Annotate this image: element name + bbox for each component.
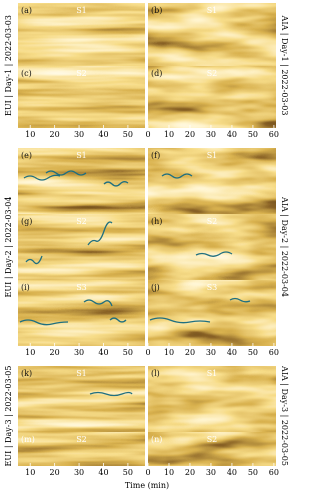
x-tick-label: 10: [25, 348, 35, 357]
x-tick-label: 20: [185, 130, 195, 139]
panel-label: (i): [21, 283, 30, 292]
tracked-feature: [25, 255, 43, 265]
panel-image: [147, 65, 277, 129]
slit-label: S2: [76, 69, 87, 78]
panel-label: (a): [21, 6, 32, 15]
panel-image: [17, 2, 146, 67]
panel-image: [147, 365, 277, 433]
panel-label: (l): [151, 369, 160, 378]
x-tick-label: 40: [227, 468, 237, 477]
tracked-feature: [89, 391, 133, 397]
x-tick-label: 30: [206, 468, 216, 477]
slit-label: S2: [207, 69, 218, 78]
panel-image: [147, 2, 277, 67]
panel-label: (h): [151, 217, 162, 226]
slit-label: S2: [207, 435, 218, 444]
x-tick-label: 10: [164, 348, 174, 357]
x-tick-label: 30: [74, 468, 84, 477]
panel-label: (j): [151, 283, 160, 292]
slit-label: S3: [207, 283, 218, 292]
x-tick-label: 20: [185, 468, 195, 477]
panel-image: [17, 65, 146, 129]
x-tick-label: 50: [248, 130, 258, 139]
tracked-feature: [149, 317, 211, 324]
slit-label: S1: [76, 6, 87, 15]
x-tick-label: 50: [248, 468, 258, 477]
panel-image: [147, 431, 277, 467]
slit-label: S2: [76, 435, 87, 444]
tracked-feature: [87, 221, 113, 246]
panel-label: (c): [21, 69, 32, 78]
panel-label: (g): [21, 217, 32, 226]
x-tick-label: 40: [227, 348, 237, 357]
x-tick-label: 20: [50, 130, 60, 139]
x-tick-label: 10: [164, 468, 174, 477]
x-tick-label: 60: [269, 468, 279, 477]
x-tick-label: 30: [206, 130, 216, 139]
tracked-feature: [23, 174, 61, 181]
panel-image: [17, 431, 146, 467]
panel-label: (d): [151, 69, 162, 78]
panel-image: [17, 279, 146, 347]
slit-label: S3: [76, 283, 87, 292]
panel-label: (b): [151, 6, 162, 15]
x-tick-label: 30: [74, 348, 84, 357]
tracked-feature: [195, 251, 233, 257]
figure: EUI | Day-1 | 2022-03-03 AIA | Day-1 | 20…: [4, 2, 289, 490]
panel-label: (m): [21, 435, 35, 444]
x-tick-label: 40: [98, 348, 108, 357]
panel-label: (n): [151, 435, 162, 444]
panel-image: [17, 365, 146, 433]
x-tick-label: 0: [145, 468, 150, 477]
x-tick-label: 20: [50, 348, 60, 357]
slit-label: S2: [76, 217, 87, 226]
slit-label: S1: [76, 151, 87, 160]
side-label-left: EUI | Day-1 | 2022-03-03: [4, 15, 13, 116]
x-tick-label: 40: [227, 130, 237, 139]
x-tick-label: 50: [123, 348, 133, 357]
tracked-feature: [19, 319, 69, 326]
x-tick-label: 0: [145, 348, 150, 357]
tracked-feature: [83, 299, 113, 307]
tracked-feature: [103, 181, 129, 187]
x-tick-label: 20: [50, 468, 60, 477]
slit-label: S1: [76, 369, 87, 378]
x-tick-label: 50: [123, 130, 133, 139]
tracked-feature: [161, 173, 193, 179]
x-tick-label: 60: [269, 348, 279, 357]
x-tick-label: 50: [123, 468, 133, 477]
side-label-right: AIA | Day-3 | 2022-03-05: [280, 365, 289, 466]
x-tick-label: 30: [74, 130, 84, 139]
panel-label: (f): [151, 151, 160, 160]
slit-label: S1: [207, 151, 218, 160]
x-tick-label: 40: [98, 130, 108, 139]
x-tick-label: 10: [164, 130, 174, 139]
x-axis-label: Time (min): [125, 481, 169, 490]
slit-label: S2: [207, 217, 218, 226]
tracked-feature: [109, 317, 127, 323]
panel-label: (k): [21, 369, 32, 378]
side-label-left: EUI | Day-3 | 2022-03-05: [4, 366, 13, 467]
x-tick-label: 30: [206, 348, 216, 357]
side-label-right: AIA | Day-2 | 2022-03-04: [280, 196, 289, 297]
panel-label: (e): [21, 151, 32, 160]
slit-label: S1: [207, 369, 218, 378]
tracked-feature: [45, 170, 87, 176]
panel-image: [147, 213, 277, 281]
x-tick-label: 20: [185, 348, 195, 357]
x-tick-label: 0: [145, 130, 150, 139]
x-tick-label: 10: [25, 468, 35, 477]
x-tick-label: 10: [25, 130, 35, 139]
x-tick-label: 50: [248, 348, 258, 357]
x-tick-label: 40: [98, 468, 108, 477]
side-label-left: EUI | Day-2 | 2022-03-04: [4, 197, 13, 298]
slit-label: S1: [207, 6, 218, 15]
tracked-feature: [229, 297, 251, 303]
side-label-right: AIA | Day-1 | 2022-03-03: [280, 15, 289, 116]
panel-image: [17, 213, 146, 281]
x-tick-label: 60: [269, 130, 279, 139]
panel-image: [147, 279, 277, 347]
panel-image: [17, 147, 146, 215]
